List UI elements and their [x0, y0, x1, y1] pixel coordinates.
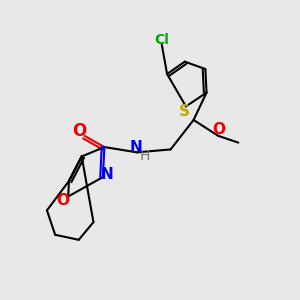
Text: S: S: [179, 104, 190, 119]
Text: O: O: [212, 122, 225, 137]
Text: H: H: [139, 149, 150, 163]
Text: N: N: [130, 140, 143, 154]
Text: O: O: [56, 193, 69, 208]
Text: Cl: Cl: [154, 33, 169, 47]
Text: N: N: [101, 167, 114, 182]
Text: O: O: [72, 122, 86, 140]
